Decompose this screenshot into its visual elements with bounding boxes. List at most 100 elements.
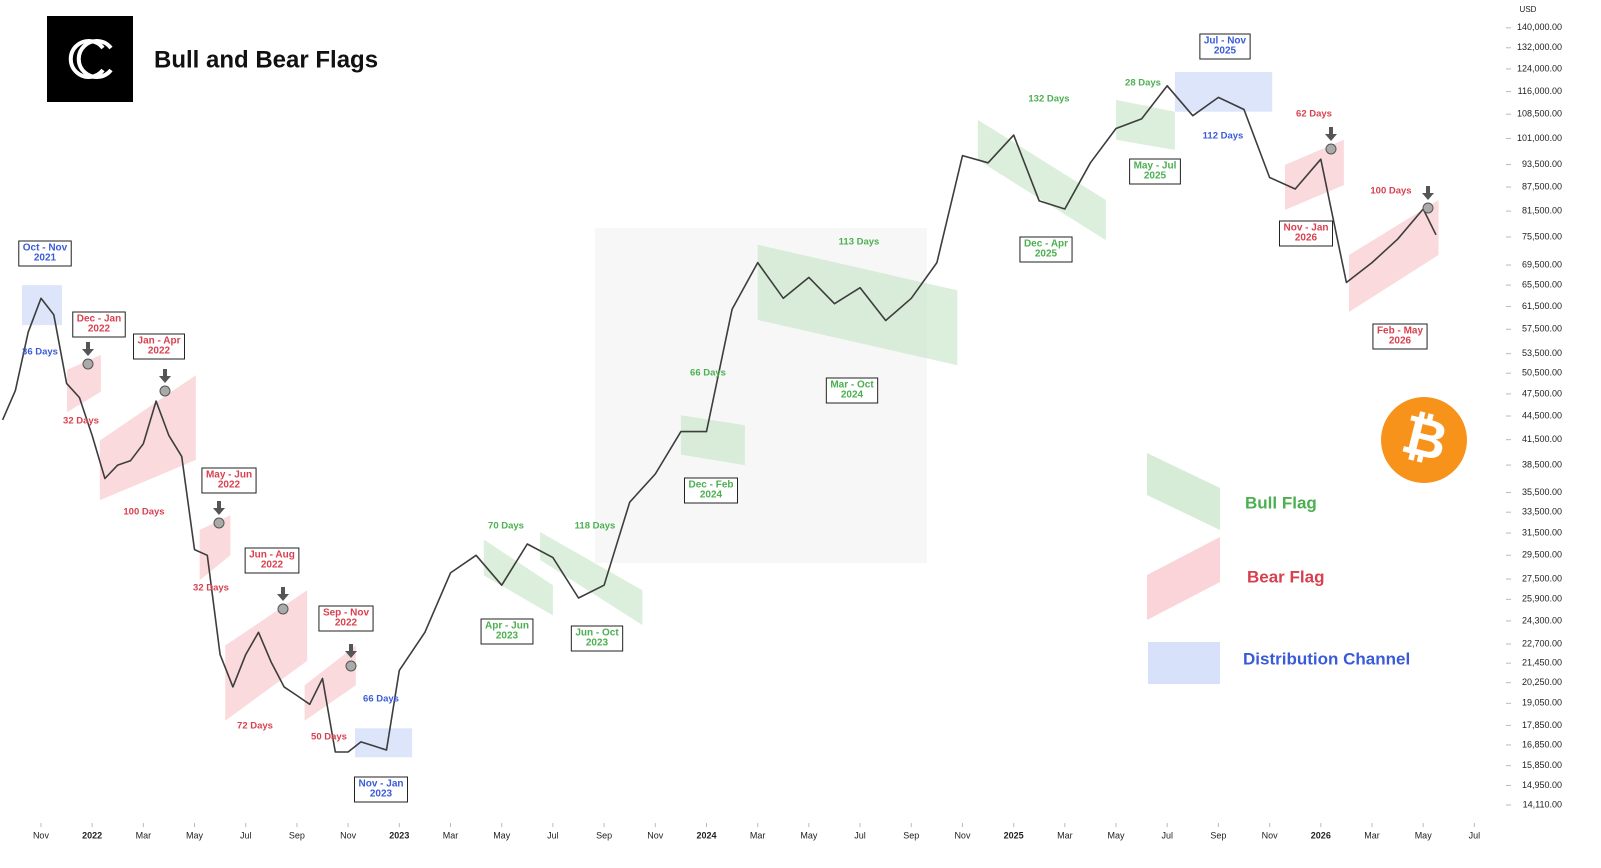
- breakout-marker: [213, 517, 225, 529]
- y-tick-label: 22,700.00: [1522, 638, 1562, 648]
- breakout-marker: [82, 358, 94, 370]
- y-tick-label: 35,500.00: [1522, 487, 1562, 497]
- flag-period: Jul - Nov: [1204, 36, 1247, 47]
- x-tick-label: May: [186, 830, 204, 840]
- flag-year: 2022: [335, 618, 358, 629]
- y-tick-label: 47,500.00: [1522, 388, 1562, 398]
- flag-label-box: [480, 618, 534, 645]
- flag-label-box: [1199, 33, 1251, 60]
- flag-label-box: [18, 240, 72, 267]
- x-tick-label: 2023: [389, 830, 409, 840]
- y-tick-label: 50,500.00: [1522, 368, 1562, 378]
- flag-label-box: [201, 467, 257, 494]
- flag-duration: 100 Days: [1370, 186, 1411, 197]
- y-tick-label: 101,000.00: [1517, 133, 1562, 143]
- legend-label: Bull Flag: [1245, 493, 1317, 512]
- legend-label: Bear Flag: [1247, 567, 1324, 586]
- breakout-marker: [159, 385, 171, 397]
- flag-period: Apr - Jun: [485, 621, 529, 632]
- flag-year: 2026: [1389, 336, 1412, 347]
- y-tick-label: 61,500.00: [1522, 301, 1562, 311]
- flag-duration: 70 Days: [488, 521, 524, 532]
- flag-channel: [1348, 200, 1439, 313]
- x-tick-label: Nov: [954, 830, 971, 840]
- flag-channel: [757, 244, 958, 366]
- x-tick-label: May: [1108, 830, 1126, 840]
- flag-channel: [483, 539, 553, 616]
- y-tick-label: 81,500.00: [1522, 205, 1562, 215]
- x-tick-label: May: [800, 830, 818, 840]
- flag-channel: [1116, 99, 1175, 151]
- flag-year: 2025: [1035, 249, 1058, 260]
- flag-channel: [977, 119, 1106, 241]
- flag-year: 2024: [700, 490, 723, 501]
- breakout-arrow: [213, 501, 225, 515]
- flag-period: Dec - Feb: [688, 480, 733, 491]
- flag-duration: 66 Days: [690, 368, 726, 379]
- x-tick-label: Nov: [647, 830, 664, 840]
- flag-label-box: [825, 377, 879, 404]
- flag-label-box: [244, 547, 300, 574]
- y-tick-label: 16,850.00: [1522, 739, 1562, 749]
- flag-period: Feb - May: [1377, 326, 1424, 337]
- flag-channel: [199, 515, 231, 581]
- flag-duration: 112 Days: [1203, 131, 1244, 142]
- flag-duration: 32 Days: [193, 583, 229, 594]
- y-tick-label: 75,500.00: [1522, 231, 1562, 241]
- breakout-marker: [345, 660, 357, 672]
- flag-label-box: [570, 625, 624, 652]
- flag-year: 2023: [496, 631, 519, 642]
- flag-period: Nov - Jan: [1283, 223, 1328, 234]
- y-tick-label: 24,300.00: [1522, 615, 1562, 625]
- flag-period: Mar - Oct: [830, 380, 874, 391]
- breakout-marker: [277, 603, 289, 615]
- x-tick-label: Nov: [340, 830, 357, 840]
- flag-year: 2022: [261, 560, 284, 571]
- y-tick-label: 124,000.00: [1517, 63, 1562, 73]
- flag-period: Oct - Nov: [23, 243, 68, 254]
- flag-duration: 72 Days: [237, 721, 273, 732]
- flag-duration: 28 Days: [1125, 78, 1161, 89]
- y-tick-label: 116,000.00: [1518, 86, 1562, 96]
- flag-channel: [1284, 139, 1344, 210]
- legend-swatch: [1147, 537, 1220, 620]
- flag-period: Jan - Apr: [138, 336, 181, 347]
- flag-year: 2022: [148, 346, 171, 357]
- y-tick-label: 44,500.00: [1522, 410, 1562, 420]
- breakout-arrow: [1325, 127, 1337, 141]
- flag-duration: 62 Days: [1296, 109, 1332, 120]
- flag-duration: 132 Days: [1028, 94, 1069, 105]
- x-tick-label: Sep: [1210, 830, 1226, 840]
- flag-channel: [304, 645, 356, 721]
- y-tick-label: 14,950.00: [1522, 780, 1562, 790]
- flag-period: Dec - Jan: [77, 314, 121, 325]
- x-tick-label: Mar: [136, 830, 152, 840]
- flag-period: Jun - Oct: [575, 628, 619, 639]
- flag-period: Dec - Apr: [1024, 239, 1068, 250]
- flag-channel: [680, 415, 745, 466]
- x-tick-label: Jul: [240, 830, 252, 840]
- flag-period: Jun - Aug: [249, 550, 295, 561]
- y-tick-label: 20,250.00: [1522, 677, 1562, 687]
- flag-year: 2022: [218, 480, 241, 491]
- flag-year: 2026: [1295, 233, 1318, 244]
- y-tick-label: 14,110.00: [1523, 799, 1562, 809]
- y-tick-label: 29,500.00: [1522, 550, 1562, 560]
- flag-label-box: [133, 333, 185, 360]
- flag-duration: 66 Days: [363, 694, 399, 705]
- flag-period: May - Jun: [206, 470, 252, 481]
- flag-year: 2025: [1214, 46, 1237, 57]
- flag-year: 2025: [1144, 171, 1167, 182]
- flag-year: 2023: [586, 638, 609, 649]
- y-tick-label: 19,050.00: [1522, 698, 1562, 708]
